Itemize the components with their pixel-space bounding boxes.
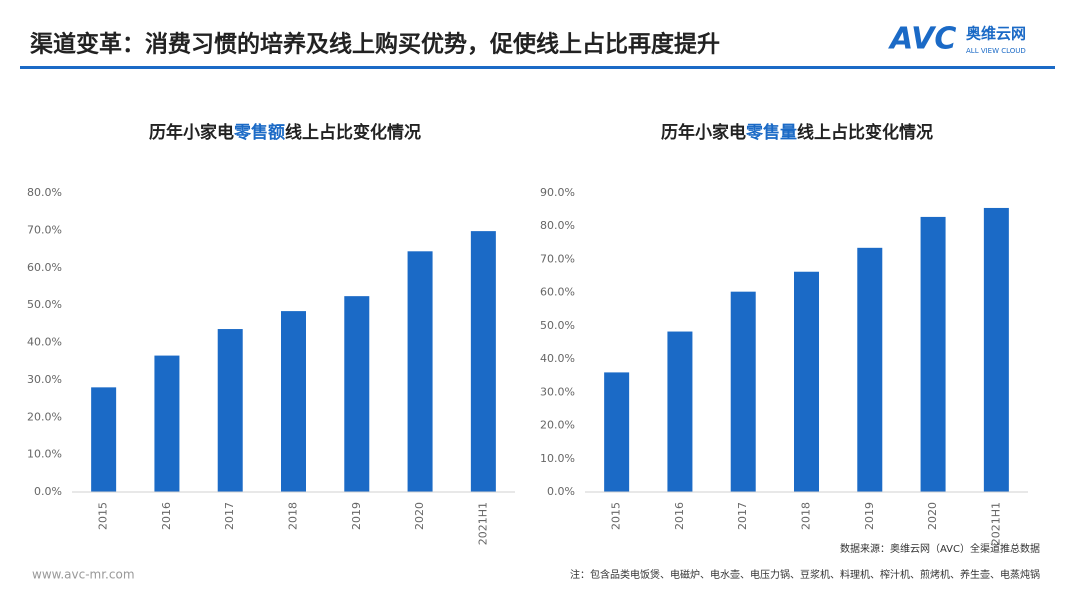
header-rule [20,66,1055,69]
y-tick-label: 40.0% [27,336,62,349]
y-tick-label: 80.0% [540,219,575,232]
bar [281,311,306,492]
chart-title: 历年小家电零售额线上占比变化情况 [149,122,421,143]
x-tick-label: 2018 [287,502,300,530]
logo-sub: ALL VIEW CLOUD [966,47,1026,55]
x-tick-label: 2019 [863,502,876,530]
logo-mark: AVC [888,22,956,57]
x-tick-label: 2016 [160,502,173,530]
chart-title-part: 线上占比变化情况 [797,122,933,143]
x-tick-label: 2017 [223,502,236,530]
y-tick-label: 20.0% [540,419,575,432]
bar [470,231,496,492]
chart-title-part: 零售额 [233,122,285,143]
chart-title-part: 历年小家电 [661,122,746,143]
y-tick-label: 0.0% [547,485,575,498]
chart-title: 历年小家电零售量线上占比变化情况 [661,122,933,143]
y-tick-label: 80.0% [27,186,62,199]
y-tick-label: 50.0% [540,319,575,332]
y-tick-label: 70.0% [540,252,575,265]
y-tick-label: 10.0% [540,452,575,465]
y-tick-label: 30.0% [27,373,62,386]
y-tick-label: 50.0% [27,298,62,311]
chart-title-part: 线上占比变化情况 [285,122,421,143]
bar [920,216,946,493]
x-tick-label: 2021H1 [476,502,489,545]
y-tick-label: 70.0% [27,223,62,236]
x-tick-label: 2018 [800,502,813,530]
bar [857,247,883,492]
y-tick-label: 60.0% [540,286,575,299]
x-tick-label: 2015 [97,502,110,530]
bar [344,296,370,492]
bar [407,251,433,492]
bar [667,331,693,492]
bar [730,291,756,492]
source: 数据来源：奥维云网（AVC）全渠道推总数据 [840,542,1040,555]
x-tick-label: 2020 [413,502,426,530]
bar [794,271,819,492]
bar [91,387,117,492]
chart-title-part: 历年小家电 [149,122,234,143]
y-tick-label: 30.0% [540,385,575,398]
y-tick-label: 20.0% [27,410,62,423]
y-tick-label: 90.0% [540,186,575,199]
bar [983,207,1009,492]
x-tick-label: 2019 [350,502,363,530]
slide-title: 渠道变革：消费习惯的培养及线上购买优势，促使线上占比再度提升 [30,31,720,58]
note: 注：包含品类电饭煲、电磁炉、电水壶、电压力锅、豆浆机、料理机、榨汁机、煎烤机、养… [570,568,1040,581]
y-tick-label: 40.0% [540,352,575,365]
x-tick-label: 2016 [673,502,686,530]
chart-title-part: 零售量 [745,122,797,143]
logo-name: 奥维云网 [966,25,1026,43]
website: www.avc-mr.com [32,568,135,582]
bar [217,329,243,492]
y-tick-label: 10.0% [27,448,62,461]
x-tick-label: 2021H1 [989,502,1002,545]
x-tick-label: 2017 [736,502,749,530]
y-tick-label: 60.0% [27,261,62,274]
bar [154,355,180,492]
x-tick-label: 2015 [610,502,623,530]
x-tick-label: 2020 [926,502,939,530]
y-tick-label: 0.0% [34,485,62,498]
bar [604,372,630,492]
